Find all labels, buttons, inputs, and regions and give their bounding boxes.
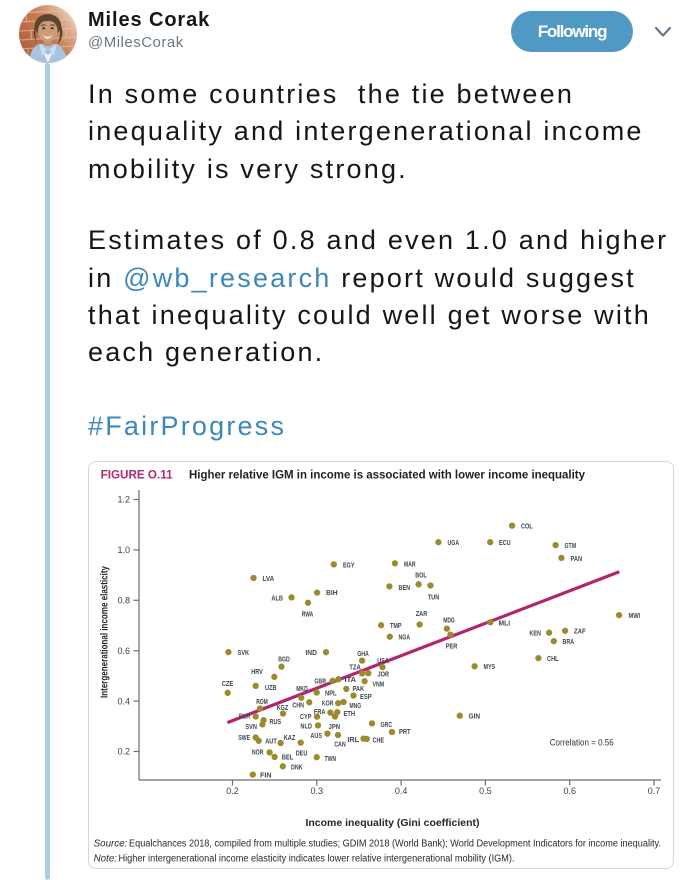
svg-text:LVA: LVA [263,574,275,583]
svg-text:Equalchances 2018, compiled fr: Equalchances 2018, compiled from multipl… [129,839,661,850]
svg-text:GIN: GIN [469,712,481,721]
svg-text:CZE: CZE [222,679,234,688]
svg-text:CHN: CHN [292,700,304,709]
svg-text:BRA: BRA [563,637,575,646]
svg-text:MKD: MKD [296,684,308,693]
svg-text:0.2: 0.2 [117,747,130,757]
svg-text:BOL: BOL [415,570,427,579]
svg-text:Source:: Source: [94,839,128,850]
svg-text:DNK: DNK [291,763,303,772]
svg-text:SVK: SVK [238,648,250,657]
svg-text:0.7: 0.7 [648,786,661,796]
svg-text:ECU: ECU [499,538,511,547]
svg-text:0.4: 0.4 [395,786,408,796]
svg-text:MNG: MNG [350,701,362,710]
svg-text:MLI: MLI [499,619,511,628]
svg-text:FIGURE O.11: FIGURE O.11 [101,470,174,482]
svg-text:CYP: CYP [300,712,312,721]
svg-text:BIH: BIH [326,588,338,597]
svg-text:HRV: HRV [251,667,263,676]
svg-text:RUS: RUS [270,717,282,726]
svg-text:NPL: NPL [325,688,337,697]
svg-text:GRC: GRC [381,720,393,729]
svg-text:SVN: SVN [245,722,257,731]
svg-text:SWE: SWE [238,733,250,742]
svg-text:MDG: MDG [443,616,455,625]
svg-text:BEL: BEL [282,753,294,762]
svg-text:MWI: MWI [629,611,641,620]
svg-text:Note:: Note: [94,854,118,865]
svg-text:BGD: BGD [278,655,290,664]
svg-text:UGA: UGA [448,538,460,547]
svg-text:AUS: AUS [310,731,322,740]
svg-text:Income inequality (Gini coeffi: Income inequality (Gini coefficient) [306,818,480,829]
svg-text:IRL: IRL [347,735,359,744]
svg-text:NLD: NLD [300,722,312,731]
svg-text:JOR: JOR [378,670,390,679]
svg-text:0.4: 0.4 [117,696,130,706]
svg-text:MAR: MAR [404,560,416,569]
svg-text:GTM: GTM [565,541,577,550]
svg-text:VNM: VNM [373,680,385,689]
svg-text:DEU: DEU [296,749,308,758]
svg-text:KGZ: KGZ [277,703,289,712]
svg-text:MYS: MYS [484,662,496,671]
svg-text:0.6: 0.6 [117,646,130,656]
svg-text:ZAF: ZAF [574,627,586,636]
svg-text:RWA: RWA [302,609,314,618]
svg-text:KEN: KEN [529,629,541,638]
svg-text:1.2: 1.2 [117,495,130,505]
svg-text:0.2: 0.2 [226,786,239,796]
svg-text:ROM: ROM [256,697,268,706]
svg-text:PRT: PRT [399,727,411,736]
svg-text:ESP: ESP [360,692,372,701]
svg-text:TZA: TZA [349,663,361,672]
svg-text:GBR: GBR [314,676,326,685]
svg-text:FIN: FIN [260,771,272,780]
svg-text:0.8: 0.8 [117,596,130,606]
svg-text:IND: IND [305,648,317,657]
svg-text:CHE: CHE [373,735,385,744]
svg-text:PER: PER [446,642,458,651]
svg-text:FRA: FRA [314,707,326,716]
svg-text:ZAR: ZAR [416,609,428,618]
svg-text:0.5: 0.5 [479,786,492,796]
svg-text:BEN: BEN [399,583,411,592]
svg-text:TMP: TMP [390,621,402,630]
svg-text:TWN: TWN [325,754,337,763]
svg-text:NOR: NOR [252,748,264,757]
svg-text:TUN: TUN [428,592,440,601]
svg-text:0.3: 0.3 [311,786,324,796]
svg-text:PAK: PAK [353,684,365,693]
svg-text:KAZ: KAZ [284,733,296,742]
svg-text:CAN: CAN [334,739,346,748]
svg-text:Intergenerational income elast: Intergenerational income elasticity [100,566,111,698]
svg-text:Higher intergenerational incom: Higher intergenerational income elastici… [119,854,515,865]
svg-text:0.6: 0.6 [563,786,576,796]
svg-text:USA: USA [377,656,389,665]
svg-text:GHA: GHA [357,649,369,658]
svg-text:COL: COL [521,522,533,531]
svg-text:AUT: AUT [265,737,277,746]
svg-text:PAN: PAN [571,554,583,563]
svg-text:EGY: EGY [343,560,355,569]
svg-text:1.0: 1.0 [117,545,130,555]
svg-text:ITA: ITA [345,675,357,684]
svg-text:ALB: ALB [271,593,283,602]
svg-text:BLR: BLR [239,711,251,720]
svg-text:JPN: JPN [329,722,341,731]
svg-text:Correlation = 0.56: Correlation = 0.56 [550,737,614,748]
svg-text:Higher relative IGM in income: Higher relative IGM in income is associa… [189,470,586,482]
svg-text:CHL: CHL [547,654,559,663]
svg-text:ETH: ETH [344,709,356,718]
svg-text:UZB: UZB [265,683,277,692]
svg-text:KOR: KOR [322,698,334,707]
svg-text:NGA: NGA [399,633,411,642]
